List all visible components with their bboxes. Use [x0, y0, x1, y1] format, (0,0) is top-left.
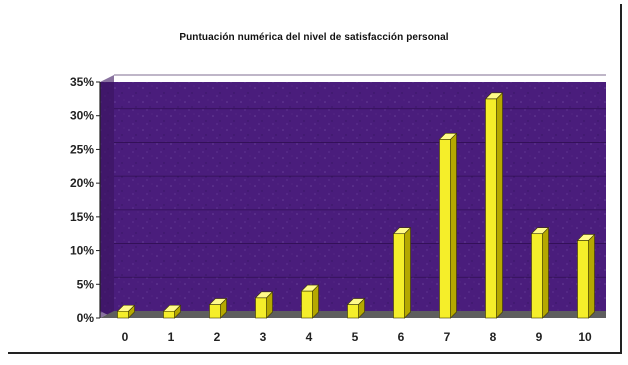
y-tick-label: 25%: [70, 142, 94, 156]
bar-face: [485, 98, 497, 319]
bar: [346, 297, 366, 319]
bar-face: [163, 310, 175, 319]
x-tick-label: 7: [444, 330, 451, 344]
x-tick-label: 1: [168, 330, 175, 344]
plot-area: [100, 75, 606, 318]
bar-top: [300, 284, 320, 292]
bar-side: [404, 226, 411, 319]
bar-top: [530, 227, 550, 235]
bar-face: [393, 233, 405, 319]
bars: [116, 92, 596, 319]
bar: [254, 291, 274, 319]
bar: [576, 233, 596, 319]
y-axis: 0% 5% 10% 15% 20% 25% 30% 35%: [70, 74, 606, 325]
bar: [530, 226, 550, 319]
side-wall: [100, 75, 114, 318]
x-tick-label: 8: [490, 330, 497, 344]
x-tick-label: 9: [536, 330, 543, 344]
bar-top: [484, 92, 504, 100]
chart-title: Puntuación numérica del nivel de satisfa…: [179, 32, 449, 43]
bar-side: [450, 132, 457, 319]
bar-top: [116, 304, 136, 312]
bar: [300, 284, 320, 319]
bar: [438, 132, 458, 319]
bar-face: [531, 233, 543, 319]
bar-top: [208, 298, 228, 305]
bar-face: [255, 297, 267, 319]
bar-side: [496, 92, 503, 319]
y-tick-label: 15%: [70, 210, 94, 224]
bar-top: [162, 304, 182, 312]
x-tick-label: 0: [122, 330, 129, 344]
y-tick-label: 10%: [70, 244, 94, 258]
bar-face: [439, 139, 451, 319]
bar-side: [588, 233, 595, 319]
y-tick-label: 5%: [77, 277, 95, 291]
bar: [208, 297, 228, 319]
y-tick-label: 20%: [70, 176, 94, 190]
bar-side: [542, 226, 549, 319]
x-tick-label: 4: [306, 330, 313, 344]
y-tick-label: 0%: [77, 311, 95, 325]
bar-face: [347, 304, 359, 319]
bar-face: [209, 304, 221, 319]
x-tick-label: 5: [352, 330, 359, 344]
bar-top: [346, 298, 366, 305]
chart-frame: [8, 4, 622, 354]
bar: [116, 304, 136, 319]
y-tick-label: 35%: [70, 75, 94, 89]
x-axis: 0 1 2 3 4 5 6 7 8 9 10: [122, 330, 592, 344]
bar-face: [577, 240, 589, 319]
bar: [484, 92, 504, 319]
x-tick-label: 6: [398, 330, 405, 344]
bar-top: [576, 234, 596, 241]
x-tick-label: 2: [214, 330, 221, 344]
plot-texture: [100, 82, 606, 318]
x-tick-label: 10: [578, 330, 592, 344]
bar-top: [392, 227, 412, 235]
bar-top: [254, 291, 274, 299]
bar: [392, 226, 412, 319]
bar-face: [117, 310, 129, 319]
bar: [162, 304, 182, 319]
bar-face: [301, 290, 313, 319]
y-tick-label: 30%: [70, 109, 94, 123]
x-tick-label: 3: [260, 330, 267, 344]
bar-top: [438, 133, 458, 140]
